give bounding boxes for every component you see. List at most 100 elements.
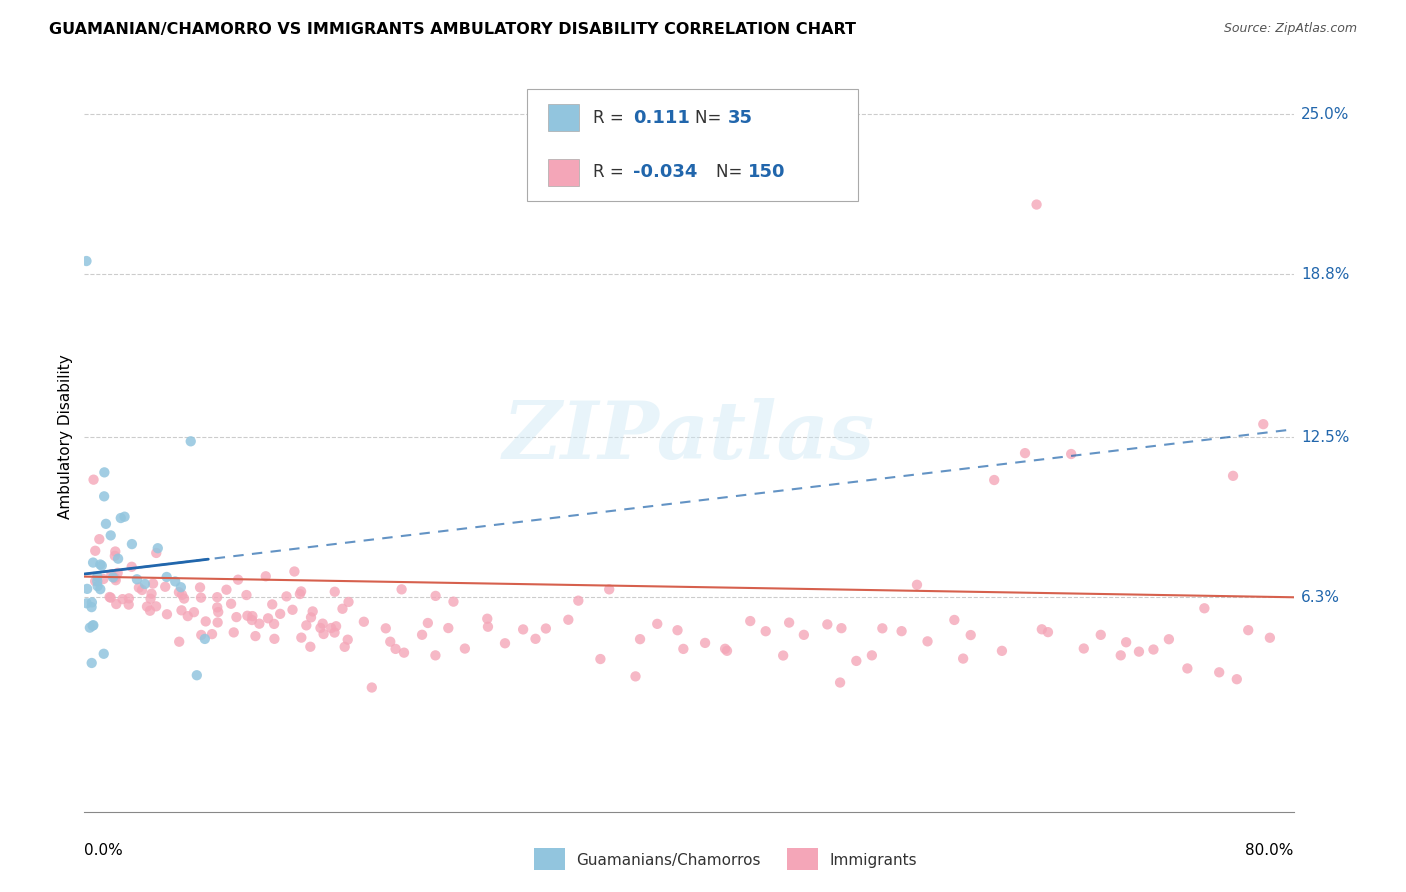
Point (477, 612, 499, 626)
Point (353, 615, 375, 629)
Text: 12.5%: 12.5% (1301, 430, 1350, 444)
Point (309, 621, 332, 635)
Point (110, 511, 132, 525)
Point (257, 611, 280, 625)
Point (76, 254, 98, 268)
Point (793, 628, 815, 642)
Point (263, 632, 285, 646)
Point (107, 551, 129, 566)
Point (207, 605, 229, 619)
Point (114, 509, 136, 524)
Point (80, 595, 103, 609)
Point (276, 590, 298, 604)
Point (93, 466, 115, 480)
Point (84, 574, 107, 589)
Point (101, 570, 124, 584)
Point (624, 669, 647, 683)
Point (959, 628, 981, 642)
Point (139, 604, 162, 618)
Point (76, 582, 98, 596)
Point (425, 648, 447, 663)
Point (205, 590, 228, 604)
Point (905, 578, 928, 592)
Point (177, 609, 200, 624)
Point (290, 631, 312, 645)
Point (917, 634, 939, 648)
Point (567, 593, 589, 607)
Point (1208, 665, 1230, 680)
Point (890, 624, 912, 639)
Point (236, 608, 259, 623)
Text: Source: ZipAtlas.com: Source: ZipAtlas.com (1223, 22, 1357, 36)
Point (336, 632, 359, 647)
Point (1109, 648, 1132, 663)
Text: 35: 35 (728, 109, 754, 127)
Point (772, 648, 794, 663)
Point (323, 584, 346, 599)
Point (86, 579, 108, 593)
Text: N=: N= (695, 109, 725, 127)
Point (186, 668, 208, 682)
Text: R =: R = (593, 109, 630, 127)
Point (190, 628, 212, 642)
Point (80, 656, 103, 670)
Text: Immigrants: Immigrants (830, 854, 917, 868)
Point (104, 573, 127, 587)
Point (512, 623, 534, 637)
Point (100, 567, 122, 582)
Point (131, 582, 153, 597)
Point (332, 601, 354, 615)
Point (666, 624, 689, 638)
Point (240, 613, 263, 627)
Point (156, 570, 179, 584)
Point (534, 622, 557, 636)
Point (156, 607, 179, 622)
Point (299, 610, 322, 624)
Point (312, 627, 335, 641)
Text: N=: N= (716, 163, 747, 181)
Point (173, 591, 195, 606)
Point (86, 569, 108, 583)
Point (145, 599, 167, 614)
Point (118, 591, 141, 606)
Point (645, 616, 668, 631)
Point (1253, 417, 1275, 432)
Point (830, 675, 852, 690)
Text: 0.0%: 0.0% (84, 843, 124, 858)
Point (952, 651, 974, 665)
Point (134, 577, 156, 591)
Point (93, 489, 115, 503)
Point (170, 588, 193, 602)
Point (225, 610, 247, 624)
Point (93, 572, 115, 586)
Point (1073, 641, 1095, 656)
Point (207, 615, 229, 630)
Point (111, 592, 134, 607)
Text: 0.111: 0.111 (633, 109, 689, 127)
Point (215, 582, 238, 597)
Point (815, 617, 838, 632)
Point (142, 576, 165, 591)
Point (89, 558, 111, 572)
Point (290, 584, 312, 599)
Point (1128, 645, 1150, 659)
Point (104, 571, 127, 585)
Point (288, 587, 311, 601)
Point (778, 615, 800, 630)
Point (222, 625, 245, 640)
Point (411, 628, 433, 642)
Point (155, 580, 177, 594)
Point (740, 614, 762, 628)
Point (100, 591, 122, 605)
Point (494, 636, 516, 650)
Point (170, 580, 193, 594)
Point (1258, 631, 1281, 645)
Point (860, 648, 883, 663)
Point (392, 646, 415, 660)
Point (1194, 601, 1216, 615)
Point (170, 603, 193, 617)
Point (165, 574, 187, 589)
Point (1090, 628, 1112, 642)
Point (321, 621, 343, 635)
Point (1014, 446, 1036, 460)
